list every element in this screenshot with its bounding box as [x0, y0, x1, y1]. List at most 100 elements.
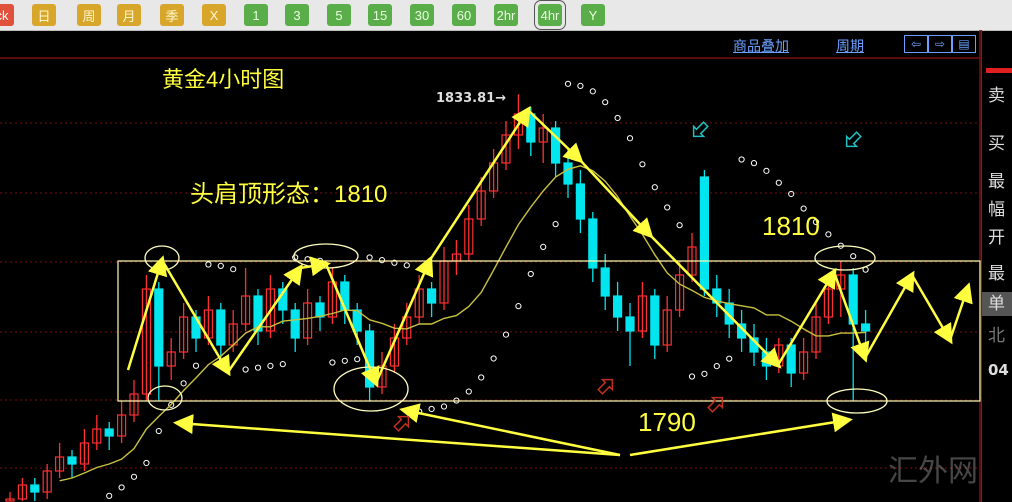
trend-arrow: [863, 270, 915, 359]
layout-button[interactable]: ▤: [952, 35, 976, 53]
support-arrow: [173, 414, 621, 457]
period-button-周[interactable]: 周: [77, 4, 101, 26]
trend-arrow: [226, 263, 303, 373]
sar-dot: [564, 80, 572, 87]
sell-signal-arrow-icon: [692, 121, 709, 138]
candle-body: [464, 218, 474, 255]
sar-dot: [614, 114, 621, 122]
period-button-3[interactable]: 3: [285, 4, 309, 26]
resistance-label: 1810: [762, 211, 820, 241]
period-button-月[interactable]: 月: [117, 4, 141, 26]
sar-dot: [168, 401, 175, 408]
trend-arrow: [324, 263, 380, 388]
candle-body: [699, 176, 710, 290]
sar-dot: [552, 221, 559, 228]
period-button-日[interactable]: 日: [32, 4, 56, 26]
buy-signal-arrow-icon: [707, 396, 724, 413]
quote-panel: 卖买最幅开最单北 04: [981, 30, 1012, 502]
period-button-1[interactable]: 1: [244, 4, 268, 26]
sar-dot: [378, 257, 386, 264]
sar-dot: [651, 184, 658, 191]
sar-dot: [180, 380, 187, 387]
trend-arrow: [527, 109, 584, 164]
sar-dot: [850, 253, 857, 260]
candle-body: [116, 414, 127, 437]
candle-body: [798, 351, 809, 374]
sar-dot: [812, 218, 820, 226]
candle-body: [588, 218, 598, 269]
trend-arrow: [299, 256, 331, 277]
sar-dot: [217, 262, 224, 269]
period-button-2hr[interactable]: 2hr: [494, 4, 518, 26]
period-link[interactable]: 周期: [836, 39, 864, 55]
candle-body: [315, 302, 325, 318]
candle-body: [253, 295, 263, 332]
candle-body: [166, 351, 176, 367]
sar-dot: [130, 473, 138, 480]
candle-body: [414, 288, 424, 318]
candle-body: [154, 288, 164, 367]
period-button-X[interactable]: X: [202, 4, 226, 26]
highlight-ellipse: [147, 385, 183, 411]
sar-dot: [478, 374, 485, 381]
candle-body: [575, 183, 586, 220]
candle-body: [303, 302, 313, 339]
sar-dot: [726, 355, 733, 362]
sar-dot: [676, 222, 683, 229]
candle-body: [179, 316, 189, 353]
sar-dot: [118, 484, 125, 491]
period-button-Y[interactable]: Y: [581, 4, 605, 26]
scroll-right-button[interactable]: ⇨: [928, 35, 952, 53]
trend-arrow: [910, 274, 953, 345]
sar-dot: [267, 362, 274, 369]
candle-body: [30, 484, 40, 493]
quote-label: 最: [988, 264, 1005, 284]
candle-body: [563, 162, 573, 185]
period-button-60[interactable]: 60: [452, 4, 476, 26]
sar-dot: [242, 366, 249, 373]
sar-dot: [788, 190, 795, 198]
sar-dot: [577, 82, 584, 90]
sar-dot: [279, 361, 286, 368]
overlay-link[interactable]: 商品叠加: [733, 39, 789, 55]
candle-body: [141, 288, 151, 395]
candle-body: [290, 309, 300, 339]
sar-dot: [626, 135, 634, 142]
period-button-30[interactable]: 30: [410, 4, 434, 26]
candle-body: [129, 393, 139, 416]
sar-dot: [230, 266, 237, 273]
period-button-5[interactable]: 5: [327, 4, 351, 26]
chart-title: 黄金4小时图: [162, 67, 285, 92]
pattern-label: 头肩顶形态：1810: [190, 181, 388, 208]
sar-dot: [428, 405, 435, 413]
period-button-15[interactable]: 15: [368, 4, 392, 26]
quote-label: 卖: [988, 86, 1005, 106]
sar-dot: [465, 388, 472, 395]
candle-body: [17, 484, 27, 500]
period-button-ck[interactable]: ck: [0, 4, 14, 26]
buy-signal-arrow-icon: [597, 378, 614, 395]
sar-dot: [366, 254, 373, 261]
candle-body: [637, 295, 648, 332]
period-button-季[interactable]: 季: [160, 4, 184, 26]
moving-average-line: [59, 165, 866, 482]
scroll-left-button[interactable]: ⇦: [904, 35, 928, 53]
quote-label: 买: [988, 134, 1005, 154]
quote-label: 04: [988, 361, 1009, 379]
watermark: 汇外网: [888, 454, 978, 489]
period-button-4hr[interactable]: 4hr: [534, 0, 566, 30]
quote-label: 北: [988, 326, 1005, 346]
sar-dot: [602, 99, 609, 106]
sar-dot: [143, 459, 150, 467]
buy-signal-arrow-icon: [393, 415, 410, 432]
sar-dot: [750, 160, 758, 167]
trend-arrow: [776, 267, 837, 366]
sar-dot: [329, 359, 336, 366]
sar-dot: [205, 261, 212, 268]
candle-body: [600, 267, 610, 297]
sar-dot: [403, 262, 410, 269]
sar-dot: [589, 88, 596, 95]
range-box: [117, 260, 981, 402]
candle-body: [54, 456, 65, 472]
